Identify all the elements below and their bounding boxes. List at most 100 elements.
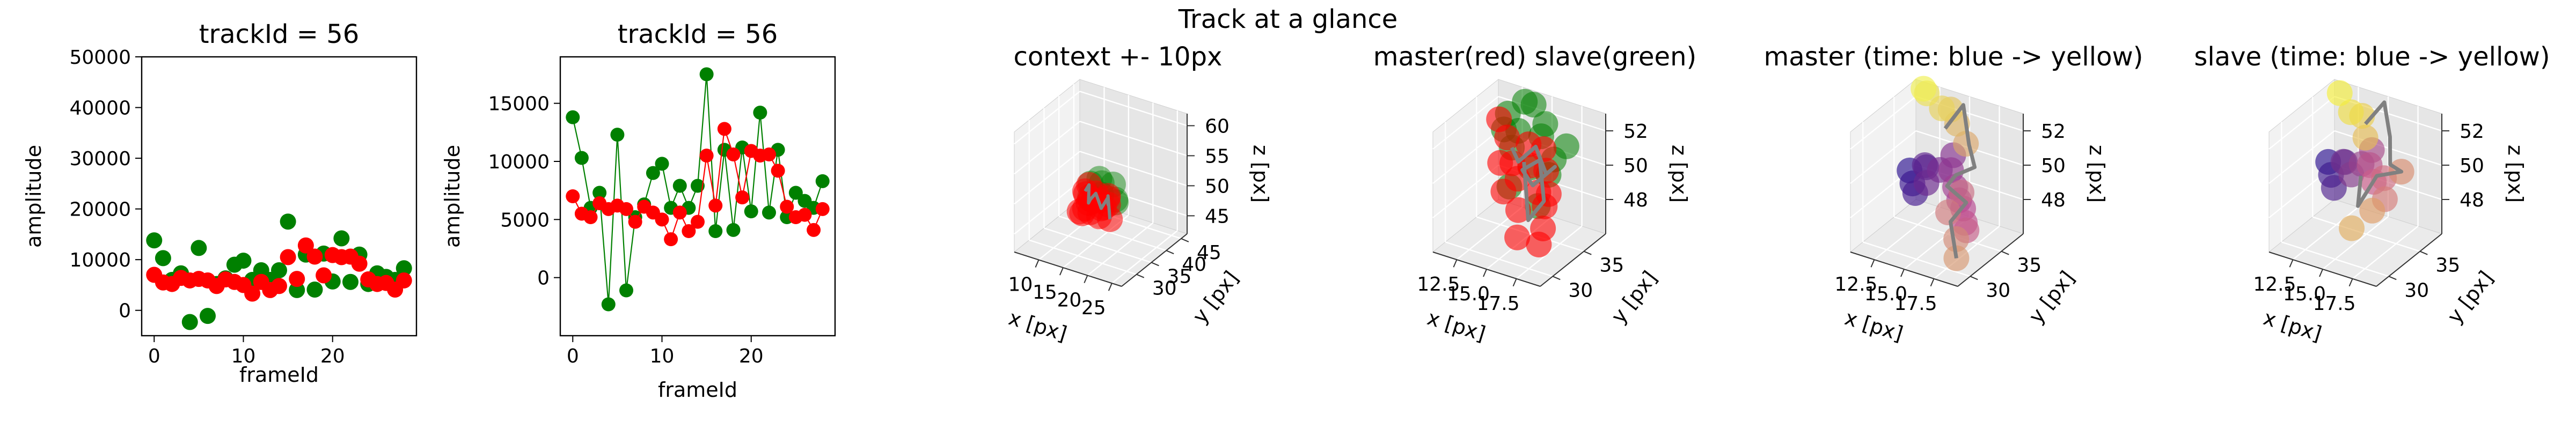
data-marks bbox=[146, 213, 412, 330]
x-tick-label: 20 bbox=[1057, 290, 1081, 312]
grid-line bbox=[1079, 151, 1188, 187]
data-point bbox=[191, 240, 207, 256]
data-point bbox=[280, 249, 296, 265]
data-point bbox=[2339, 215, 2365, 241]
x-tick-label: 15.0 bbox=[1447, 283, 1490, 305]
grid-line bbox=[1111, 230, 1178, 284]
data-point bbox=[1505, 197, 1531, 223]
data-point bbox=[771, 164, 785, 178]
data-point bbox=[2359, 197, 2385, 224]
data-marks bbox=[1066, 166, 1129, 232]
y-tick-label: 35 bbox=[2435, 255, 2460, 277]
z-tick-label: 52 bbox=[1623, 121, 1648, 143]
data-point bbox=[155, 250, 171, 267]
data-point bbox=[762, 147, 776, 161]
data-point bbox=[396, 260, 412, 277]
data-point bbox=[1553, 133, 1579, 159]
y-tick-label: 50000 bbox=[69, 47, 131, 69]
y-tick-label: 20000 bbox=[69, 199, 131, 221]
y-tick-label: 5000 bbox=[500, 209, 550, 231]
data-point bbox=[691, 214, 705, 229]
data-point bbox=[664, 232, 678, 247]
x-tick-mark bbox=[2319, 269, 2323, 277]
y-tick-mark bbox=[1151, 262, 1159, 267]
data-point bbox=[610, 128, 625, 142]
x-axis-label: frameId bbox=[239, 363, 319, 387]
data-point bbox=[333, 230, 350, 247]
y-axis-label: amplitude bbox=[441, 145, 464, 248]
grid-line bbox=[2322, 216, 2389, 270]
y-axis-label: amplitude bbox=[22, 145, 46, 248]
figure-suptitle: Track at a glance bbox=[1178, 4, 1398, 34]
master-time-3d-panel: master (time: blue -> yellow) 12.515.017… bbox=[1764, 42, 2143, 346]
data-point bbox=[583, 210, 598, 224]
y-tick-label: 30 bbox=[1568, 279, 1593, 301]
y-tick-label: 35 bbox=[1167, 265, 1192, 287]
grid-line bbox=[2352, 225, 2419, 279]
x-axis-label: frameId bbox=[658, 378, 737, 402]
chart-title: trackId = 56 bbox=[199, 19, 360, 49]
data-point bbox=[699, 149, 714, 163]
x-tick-mark bbox=[1900, 269, 1905, 277]
x-tick-label: 12.5 bbox=[2253, 273, 2296, 295]
y-tick-mark bbox=[1970, 276, 1978, 280]
y-tick-mark bbox=[1552, 276, 1561, 280]
data-point bbox=[181, 314, 198, 330]
y-tick-mark bbox=[2419, 250, 2428, 255]
x-tick-label: 15 bbox=[1033, 282, 1057, 304]
data-point bbox=[235, 253, 252, 269]
z-axis-label: z [px] bbox=[1249, 145, 1272, 203]
x-tick-mark bbox=[2289, 259, 2294, 268]
data-point bbox=[342, 273, 358, 290]
data-point bbox=[726, 147, 741, 161]
y-tick-mark bbox=[2001, 250, 2009, 255]
data-point bbox=[717, 122, 731, 136]
data-point bbox=[566, 110, 580, 124]
z-tick-label: 48 bbox=[2041, 189, 2066, 211]
grid-line bbox=[1432, 165, 1499, 218]
z-tick-label: 45 bbox=[1205, 205, 1230, 227]
data-point bbox=[682, 224, 696, 238]
grid-line bbox=[2268, 130, 2335, 184]
axis-ticks: 12.515.017.5 30 35 48 50 52 bbox=[1417, 121, 1648, 315]
data-point bbox=[574, 151, 589, 165]
data-point bbox=[1535, 181, 1562, 207]
x-tick-mark bbox=[1035, 260, 1040, 268]
amplitude-line-panel: 0 10 20 0 5000 10000 15000 trackId = 56 frame… bbox=[441, 19, 836, 402]
x-tick-label: 0 bbox=[148, 345, 160, 367]
y-tick-label: 30 bbox=[1986, 279, 2010, 301]
z-axis-label: z [px] bbox=[2504, 145, 2527, 203]
data-point bbox=[271, 278, 287, 294]
data-marks bbox=[566, 67, 830, 312]
z-tick-label: 52 bbox=[2460, 121, 2484, 143]
grid-line bbox=[1874, 206, 1941, 261]
z-tick-label: 48 bbox=[2460, 189, 2484, 211]
data-marks bbox=[1486, 88, 1579, 257]
y-tick-label: 30 bbox=[2404, 279, 2429, 301]
data-point bbox=[708, 198, 723, 213]
z-tick-label: 48 bbox=[1623, 189, 1648, 211]
z-tick-label: 52 bbox=[2041, 121, 2066, 143]
y-tick-label: 30 bbox=[1152, 278, 1177, 300]
data-point bbox=[726, 223, 741, 237]
x-tick-label: 10 bbox=[650, 345, 675, 367]
z-axis-label: z [px] bbox=[1667, 145, 1691, 203]
data-point bbox=[351, 255, 368, 272]
x-tick-mark bbox=[1930, 278, 1935, 287]
data-point bbox=[1073, 181, 1099, 208]
axis-line bbox=[1014, 252, 1122, 287]
data-point bbox=[2338, 99, 2364, 125]
x-tick-mark bbox=[1108, 283, 1113, 291]
data-point bbox=[780, 199, 794, 214]
track-line bbox=[1943, 103, 1977, 259]
y-tick-label: 30000 bbox=[69, 148, 131, 170]
axis-ticks: 12.515.017.5 30 35 48 50 52 bbox=[2253, 121, 2484, 315]
grid-line bbox=[1079, 91, 1188, 127]
y-tick-mark bbox=[1136, 273, 1145, 278]
x-tick-label: 17.5 bbox=[1894, 293, 1937, 315]
x-tick-label: 15.0 bbox=[2283, 283, 2326, 305]
grid-line bbox=[1850, 130, 1916, 184]
grid-line bbox=[1476, 216, 1584, 252]
x-tick-label: 20 bbox=[320, 345, 345, 367]
